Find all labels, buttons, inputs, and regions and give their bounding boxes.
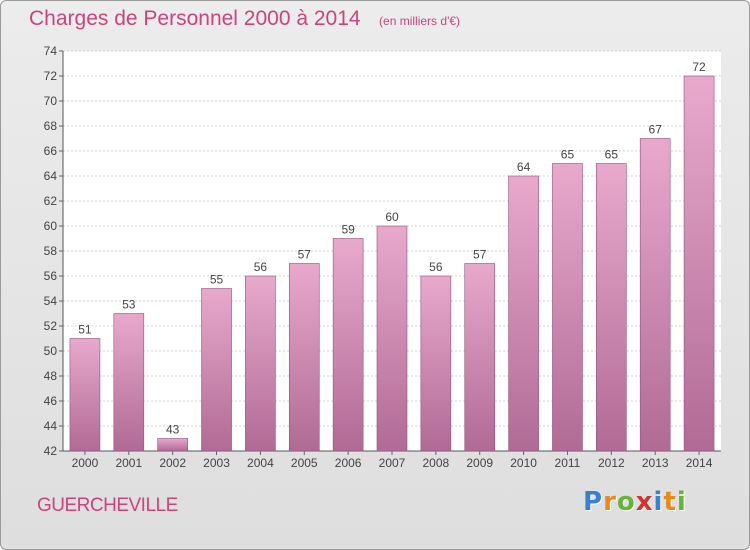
- data-label: 43: [166, 423, 180, 437]
- x-tick-label: 2010: [510, 456, 537, 470]
- bar: [464, 263, 496, 452]
- x-tick-label: 2012: [598, 456, 625, 470]
- x-tick-label: 2007: [379, 456, 406, 470]
- y-tick-label: 44: [44, 419, 58, 433]
- y-tick-label: 58: [44, 244, 58, 258]
- data-label: 56: [429, 260, 443, 274]
- logo-letter: t: [663, 487, 677, 517]
- y-tick-label: 46: [44, 394, 58, 408]
- logo-letter: r: [603, 487, 617, 517]
- y-tick-label: 56: [44, 269, 58, 283]
- bar: [288, 263, 320, 452]
- y-tick-label: 72: [44, 69, 58, 83]
- y-tick-label: 62: [44, 194, 58, 208]
- data-label: 59: [341, 223, 355, 237]
- data-label: 57: [298, 248, 312, 262]
- y-tick-label: 70: [44, 94, 58, 108]
- y-tick-label: 68: [44, 119, 58, 133]
- x-tick-label: 2003: [203, 456, 230, 470]
- bar: [69, 338, 101, 452]
- bar: [157, 438, 188, 452]
- y-tick-label: 64: [44, 169, 58, 183]
- x-tick-label: 2002: [159, 456, 186, 470]
- bar: [245, 275, 276, 452]
- proxiti-logo: Proxiti: [583, 487, 687, 517]
- y-tick-label: 66: [44, 144, 58, 158]
- logo-letter: i: [653, 487, 664, 517]
- y-tick-label: 52: [44, 319, 58, 333]
- x-tick-label: 2013: [642, 456, 669, 470]
- data-label: 72: [692, 60, 706, 74]
- logo-letter: o: [616, 487, 636, 517]
- bar: [332, 238, 364, 452]
- y-tick-label: 54: [44, 294, 58, 308]
- logo-letter: P: [583, 487, 604, 517]
- data-label: 67: [649, 123, 663, 137]
- data-label: 53: [122, 298, 136, 312]
- logo-letter: i: [676, 487, 687, 517]
- data-label: 65: [605, 148, 619, 162]
- bar: [201, 288, 232, 452]
- y-tick-label: 50: [44, 344, 58, 358]
- x-tick-label: 2009: [466, 456, 493, 470]
- bar: [508, 175, 539, 452]
- x-tick-label: 2008: [423, 456, 450, 470]
- x-tick-label: 2014: [686, 456, 713, 470]
- x-tick-label: 2001: [115, 456, 142, 470]
- data-label: 57: [473, 248, 487, 262]
- chart-subtitle: (en milliers d'€): [379, 14, 461, 28]
- data-label: 56: [254, 260, 268, 274]
- data-label: 64: [517, 160, 531, 174]
- bar: [552, 163, 583, 452]
- x-tick-label: 2005: [291, 456, 318, 470]
- y-tick-label: 42: [44, 444, 58, 458]
- y-tick-label: 48: [44, 369, 58, 383]
- bar: [639, 138, 671, 452]
- commune-name: GUERCHEVILLE: [37, 495, 178, 516]
- data-label: 51: [78, 323, 92, 337]
- x-tick-label: 2006: [335, 456, 362, 470]
- bar: [596, 163, 627, 452]
- title-row: Charges de Personnel 2000 à 2014 (en mil…: [29, 7, 460, 31]
- chart-title: Charges de Personnel 2000 à 2014: [29, 7, 361, 30]
- x-tick-label: 2011: [555, 456, 581, 470]
- bar: [376, 225, 408, 452]
- y-tick-label: 74: [44, 44, 58, 58]
- bar: [683, 75, 715, 452]
- bar: [420, 275, 452, 452]
- data-label: 55: [210, 273, 224, 287]
- x-tick-label: 2000: [72, 456, 99, 470]
- logo-letter: x: [635, 487, 654, 517]
- data-label: 65: [561, 148, 575, 162]
- bar: [113, 313, 145, 452]
- y-tick-label: 60: [44, 219, 58, 233]
- x-tick-label: 2004: [247, 456, 274, 470]
- data-label: 60: [385, 210, 399, 224]
